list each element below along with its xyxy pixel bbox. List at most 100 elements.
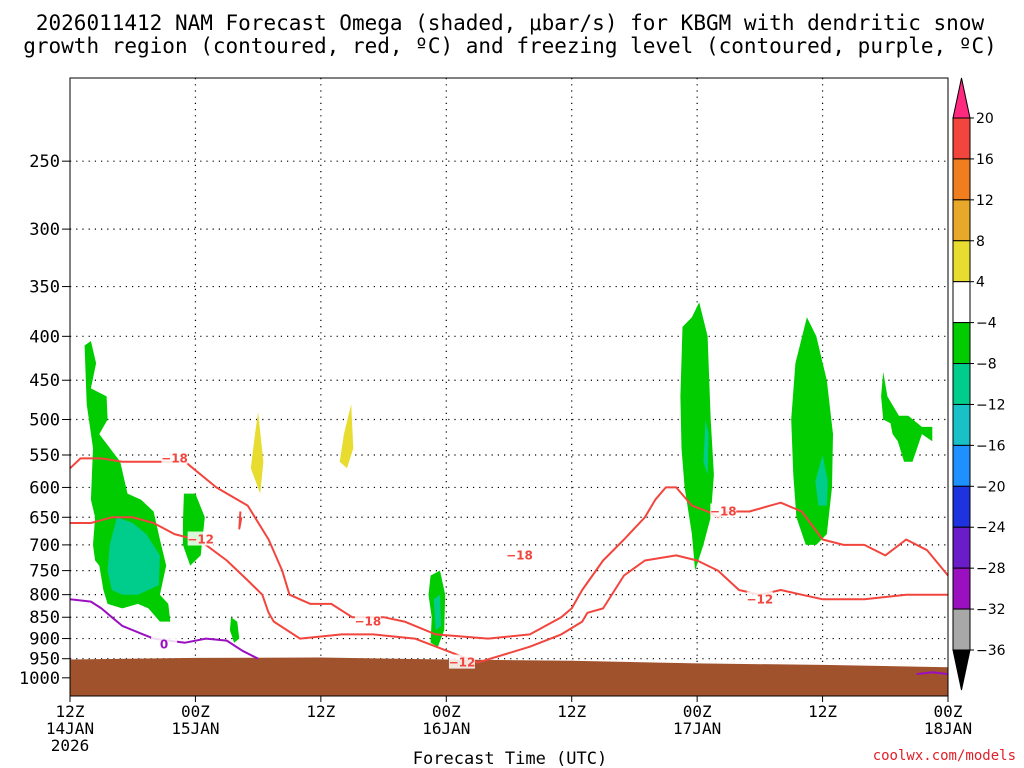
colorbar-top-arrow	[952, 77, 971, 119]
colorbar-swatch	[952, 281, 971, 324]
colorbar-label: −8	[976, 357, 997, 373]
terrain-layer	[70, 657, 948, 696]
freezing-level-contour	[916, 671, 949, 676]
colorbar-swatch	[952, 403, 971, 446]
x-tick-label: 00Z	[181, 702, 210, 721]
contour-label-bg	[354, 613, 381, 628]
chart-title-line1: 2026011412 NAM Forecast Omega (shaded, μ…	[36, 11, 985, 35]
x-tick-label: 00Z	[432, 702, 461, 721]
colorbar-label: −4	[976, 316, 997, 332]
colorbar-label: −32	[976, 602, 1006, 618]
contour-label: −12	[449, 656, 476, 670]
omega-region	[182, 493, 205, 566]
colorbar-label: −16	[976, 438, 1006, 454]
x-axis-label: Forecast Time (UTC)	[413, 749, 607, 768]
colorbar-label: 4	[976, 275, 985, 291]
contour-label-bg	[448, 654, 475, 669]
freezing-level-contour	[69, 598, 259, 660]
y-tick-label: 600	[29, 478, 60, 498]
colorbar-label: −20	[976, 479, 1006, 495]
x-tick-label: 18JAN	[924, 719, 972, 738]
isotherm-contour	[238, 511, 243, 530]
x-tick-label: 12Z	[808, 702, 837, 721]
colorbar-swatch	[952, 526, 971, 569]
colorbar: 20 16 12 8 4 −4 −8 −12 −16 −20 −24 −28 −32 −36	[952, 77, 1006, 691]
terrain-fill	[70, 657, 948, 696]
y-tick-label: 550	[29, 446, 60, 466]
contour-label: −18	[161, 451, 188, 465]
colorbar-swatch	[952, 199, 971, 242]
contour-label: 0	[160, 638, 168, 652]
contour-label-bg	[151, 636, 178, 651]
colorbar-swatch	[952, 444, 971, 487]
contour-label-bg	[187, 531, 214, 546]
omega-region	[703, 419, 709, 475]
omega-region	[433, 594, 442, 631]
contour-label: −12	[187, 533, 214, 547]
y-tick-label: 750	[29, 562, 60, 582]
colorbar-label: −28	[976, 561, 1006, 577]
plot-area: −18 −18 −18 −18 −12 −12 −12 0	[69, 77, 949, 697]
colorbar-label: 20	[976, 111, 994, 127]
colorbar-swatch	[952, 363, 971, 405]
omega-region	[107, 517, 160, 595]
colorbar-label: −12	[976, 397, 1006, 413]
colorbar-swatch	[952, 485, 971, 528]
colorbar-swatch	[952, 240, 971, 283]
credit-text: coolwx.com/models	[873, 748, 1016, 764]
colorbar-swatch	[952, 117, 971, 160]
contour-label-bg	[161, 450, 188, 465]
y-tick-label: 900	[29, 630, 60, 650]
omega-shading	[84, 302, 933, 647]
x-tick-label: 16JAN	[422, 719, 470, 738]
contour-label-bg	[506, 547, 533, 562]
colorbar-swatch	[952, 322, 971, 365]
x-tick-label: 14JAN	[46, 719, 94, 738]
y-axis-ticks: 2503003504004505005506006507007508008509…	[19, 152, 70, 689]
isotherm-contour	[69, 457, 949, 640]
contour-label: −18	[710, 504, 737, 518]
y-tick-label: 450	[29, 371, 60, 391]
chart-title-line2: growth region (contoured, red, ºC) and f…	[23, 34, 997, 58]
y-tick-label: 500	[29, 410, 60, 430]
dendritic-contours: −18 −18 −18 −18 −12 −12 −12	[69, 450, 949, 670]
omega-region	[881, 371, 933, 462]
colorbar-label: 12	[976, 193, 994, 209]
plot-frame	[69, 77, 949, 697]
omega-region	[815, 455, 828, 506]
colorbar-label: 16	[976, 152, 994, 168]
contour-label-bg	[746, 591, 773, 606]
y-tick-label: 300	[29, 220, 60, 240]
y-tick-label: 700	[29, 536, 60, 556]
colorbar-label: −36	[976, 643, 1006, 659]
colorbar-label: 8	[976, 234, 985, 250]
colorbar-swatch	[952, 608, 971, 651]
x-tick-label: 00Z	[683, 702, 712, 721]
colorbar-swatch	[952, 158, 971, 201]
omega-region	[339, 404, 354, 469]
x-tick-label: 2026	[51, 736, 90, 755]
x-tick-label: 12Z	[56, 702, 85, 721]
y-tick-label: 250	[29, 152, 60, 172]
x-tick-label: 12Z	[306, 702, 335, 721]
colorbar-bottom-arrow	[952, 649, 971, 691]
omega-region	[250, 412, 264, 494]
y-tick-label: 650	[29, 508, 60, 528]
x-tick-label: 17JAN	[673, 719, 721, 738]
x-tick-label: 15JAN	[171, 719, 219, 738]
contour-label: −18	[355, 615, 382, 629]
contour-label-bg	[710, 503, 737, 518]
contour-label: −18	[506, 548, 533, 562]
freezing-level-contours: 0	[69, 598, 949, 676]
y-tick-label: 400	[29, 327, 60, 347]
y-tick-label: 950	[29, 650, 60, 670]
y-tick-label: 800	[29, 586, 60, 606]
y-tick-label: 1000	[19, 669, 60, 689]
y-tick-label: 850	[29, 608, 60, 628]
x-tick-label: 12Z	[557, 702, 586, 721]
contour-label: −12	[746, 592, 773, 606]
omega-region	[229, 617, 240, 643]
y-tick-label: 350	[29, 278, 60, 298]
